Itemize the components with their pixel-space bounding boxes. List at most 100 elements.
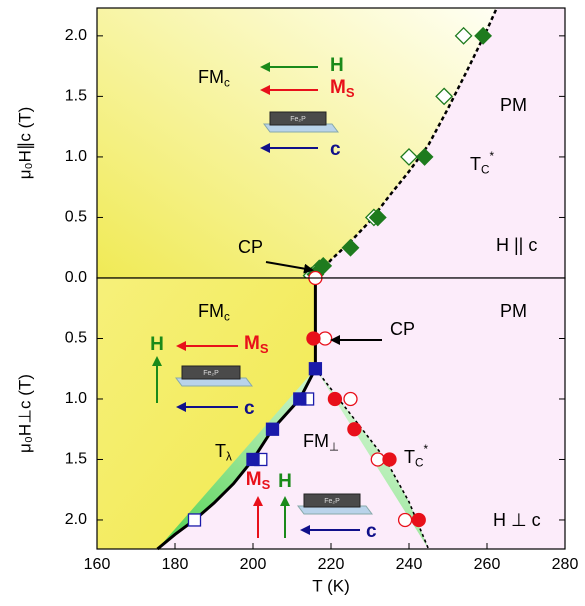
sample-label: Fe₂P: [290, 116, 306, 123]
x-axis-label: T (K): [312, 576, 349, 595]
arrow-label-main: c: [244, 398, 255, 419]
sample-label: Fe₂P: [203, 370, 219, 377]
annotation-main: CP: [390, 319, 415, 339]
sample-label: Fe₂P: [324, 498, 340, 505]
arrow-label-main: c: [366, 521, 377, 542]
arrow-label: c: [244, 398, 255, 419]
diamond-marker: [368, 208, 387, 227]
square-marker: [246, 452, 260, 467]
y-tick-label: 1.5: [65, 451, 87, 468]
arrow-label-main: M: [246, 469, 262, 490]
circle-marker: [343, 391, 358, 407]
arrow-label: H: [278, 471, 292, 492]
arrow-label-sub: S: [346, 85, 355, 100]
phase-boundary: [156, 278, 317, 551]
square-marker: [265, 422, 280, 436]
arrow-label-main: H: [330, 55, 344, 76]
x-tick-label: 240: [396, 556, 423, 573]
annotation-main: CP: [238, 237, 263, 257]
arrow-label-sub: S: [260, 341, 269, 356]
arrow-label-main: H: [278, 471, 292, 492]
annotation-main: FM: [198, 301, 224, 321]
circle-marker: [411, 512, 426, 528]
x-tick-label: 200: [240, 556, 267, 573]
annotation-sub: C: [481, 163, 489, 176]
y-tick-label: 2.0: [65, 27, 87, 44]
arrow-label: c: [330, 139, 341, 160]
background-fm: [97, 278, 316, 549]
annotation-main: PM: [500, 95, 527, 115]
diamond-marker: [435, 87, 454, 106]
y-axis-label: μ₀H∥c (T): [15, 107, 34, 180]
arrow-label: MS: [246, 469, 271, 492]
diamond-marker: [314, 256, 333, 275]
annotation-main: T: [470, 154, 481, 174]
phase-boundary: [314, 7, 498, 279]
annotation-main: H || c: [496, 235, 537, 255]
arrow-label: H: [330, 55, 344, 76]
annotation: PM: [500, 95, 527, 115]
diamond-marker: [415, 148, 434, 166]
diamond-marker: [341, 238, 360, 257]
x-tick-label: 220: [318, 556, 345, 573]
annotation: TC*: [470, 150, 494, 177]
x-tick-label: 160: [84, 556, 111, 573]
annotation: FMc: [198, 301, 230, 324]
annotation-main: T: [215, 441, 226, 461]
annotation-sub: C: [415, 456, 423, 469]
annotation-main: FM: [303, 431, 329, 451]
annotation-sup: *: [423, 443, 428, 456]
circle-marker: [347, 422, 362, 437]
arrow-label: MS: [244, 333, 269, 356]
arrow-label: H: [150, 334, 164, 355]
arrow-label-main: M: [244, 333, 260, 354]
annotation: CP: [390, 319, 415, 339]
cp-arrow: [265, 261, 314, 274]
circle-marker: [327, 391, 343, 407]
diamond-marker: [474, 26, 493, 45]
annotation: TC*: [404, 443, 428, 470]
y-axis-label: μ₀H⊥c (T): [15, 374, 34, 453]
annotation-main: T: [404, 447, 415, 467]
y-tick-label: 2.0: [65, 511, 87, 528]
arrow-label: c: [366, 521, 377, 542]
x-tick-label: 260: [474, 556, 501, 573]
square-marker: [308, 362, 323, 376]
sample-body: [269, 111, 327, 126]
annotation-sub: λ: [226, 450, 232, 463]
annotation: H || c: [496, 235, 537, 255]
y-tick-label: 0.5: [65, 330, 87, 347]
annotation-main: PM: [500, 301, 527, 321]
y-tick-label: 0.0: [65, 269, 87, 286]
plot-frame: [96, 277, 566, 550]
annotation-sup: *: [489, 150, 494, 163]
annotation: FMc: [198, 67, 230, 90]
y-tick-label: 1.5: [65, 88, 87, 105]
annotation: PM: [500, 301, 527, 321]
y-tick-label: 1.0: [65, 148, 87, 165]
diamond-marker: [454, 26, 473, 45]
annotation-main: FM: [198, 67, 224, 87]
annotation-sub: c: [224, 310, 230, 323]
diamond-marker: [400, 148, 418, 166]
arrow-label-main: c: [330, 139, 341, 160]
x-tick-label: 180: [162, 556, 189, 573]
arrow-label-sub: S: [262, 477, 271, 492]
annotation: H ⊥ c: [493, 510, 541, 530]
annotation: Tλ: [215, 441, 232, 464]
arrow-label: MS: [330, 77, 355, 100]
circle-marker: [306, 331, 321, 346]
y-tick-label: 0.5: [65, 209, 87, 226]
square-marker: [293, 392, 307, 406]
annotation: FM⊥: [303, 431, 339, 454]
circle-marker: [382, 452, 397, 467]
annotation: CP: [238, 237, 263, 257]
circle-marker: [370, 452, 385, 467]
x-tick-label: 280: [552, 556, 579, 573]
arrow-label-main: M: [330, 77, 346, 98]
y-tick-label: 1.0: [65, 390, 87, 407]
annotation-sub: c: [224, 76, 230, 89]
sample-body: [303, 493, 361, 508]
sample-body: [181, 365, 241, 380]
background-fm: [97, 8, 497, 278]
